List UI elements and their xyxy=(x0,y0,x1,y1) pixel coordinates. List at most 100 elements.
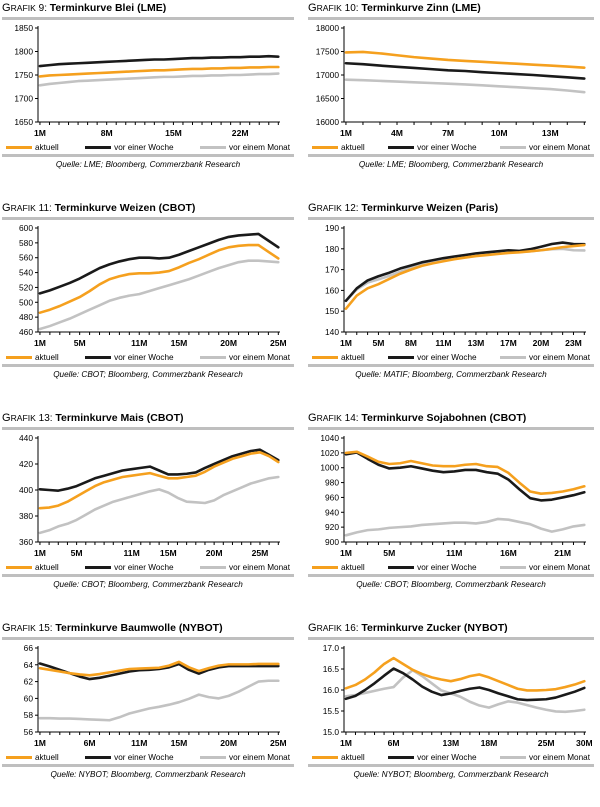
series-line-vor-einem-monat xyxy=(38,475,280,535)
series-line-vor-einem-monat xyxy=(344,78,586,94)
chart-legend-16: aktuell vor einer Woche vor einem Monat xyxy=(308,753,594,762)
chart-panel-16: GRAFIK 16: Terminkurve Zucker (NYBOT) 15.… xyxy=(300,620,600,807)
y-tick-label: 16000 xyxy=(316,117,340,127)
legend-swatch-icon xyxy=(85,756,112,759)
y-tick-label: 58 xyxy=(24,710,34,720)
legend-swatch-icon xyxy=(388,146,415,149)
y-tick-label: 17000 xyxy=(316,70,340,80)
legend-swatch-icon xyxy=(312,566,338,569)
chart-legend-11: aktuell vor einer Woche vor einem Monat xyxy=(2,353,294,362)
y-tick-label: 440 xyxy=(19,433,33,443)
legend-divider xyxy=(2,154,294,157)
legend-swatch-icon xyxy=(200,756,227,759)
chart-label-grafik: GRAFIK 10: xyxy=(308,2,362,14)
chart-legend-15: aktuell vor einer Woche vor einem Monat xyxy=(2,753,294,762)
chart-legend-12: aktuell vor einer Woche vor einem Monat xyxy=(308,353,594,362)
title-divider xyxy=(308,637,594,640)
legend-item-vor-einer-woche: vor einer Woche xyxy=(388,143,477,152)
x-tick-label: 16M xyxy=(500,548,517,558)
y-tick-label: 160 xyxy=(325,285,339,295)
x-tick-label: 15M xyxy=(171,738,188,748)
chart-source-12: Quelle: MATIF; Bloomberg, Commerzbank Re… xyxy=(355,370,547,379)
x-tick-label: 18M xyxy=(481,738,498,748)
legend-divider xyxy=(308,154,594,157)
legend-item-vor-einem-monat: vor einem Monat xyxy=(200,563,290,572)
x-tick-label: 5M xyxy=(74,338,86,348)
legend-swatch-icon xyxy=(6,356,32,359)
y-tick-label: 16.0 xyxy=(323,685,340,695)
x-tick-label: 1M xyxy=(340,738,352,748)
y-tick-label: 420 xyxy=(19,459,33,469)
y-tick-label: 180 xyxy=(325,244,339,254)
chart-source-14: Quelle: CBOT; Bloomberg, Commerzbank Res… xyxy=(356,580,546,589)
series-line-vor-einer-woche xyxy=(344,241,586,303)
legend-item-aktuell: aktuell xyxy=(312,353,365,362)
legend-label: aktuell xyxy=(341,563,365,572)
x-tick-label: 15M xyxy=(171,338,188,348)
x-tick-label: 20M xyxy=(206,548,223,558)
series-line-vor-einer-woche xyxy=(38,448,280,492)
legend-label: vor einem Monat xyxy=(229,353,290,362)
legend-divider xyxy=(308,764,594,767)
legend-item-aktuell: aktuell xyxy=(312,753,365,762)
legend-item-vor-einer-woche: vor einer Woche xyxy=(388,753,477,762)
chart-legend-10: aktuell vor einer Woche vor einem Monat xyxy=(308,143,594,152)
series-line-vor-einer-woche xyxy=(344,451,586,502)
x-tick-label: 21M xyxy=(554,548,571,558)
legend-swatch-icon xyxy=(388,566,415,569)
x-tick-label: 25M xyxy=(270,738,286,748)
chart-panel-15: GRAFIK 15: Terminkurve Baumwolle (NYBOT)… xyxy=(0,620,300,807)
chart-panel-9: GRAFIK 9: Terminkurve Blei (LME) 1650 1700… xyxy=(0,0,300,200)
plot-area-14: 900 920 940 960 980 1000 1020 1040 1M 5M 11M 16M 21M xyxy=(320,433,586,558)
y-tick-label: 400 xyxy=(19,485,33,495)
series-line-aktuell xyxy=(344,243,586,310)
chart-label-grafik: GRAFIK 12: xyxy=(308,202,362,214)
y-tick-label: 1000 xyxy=(320,463,339,473)
y-tick-label: 520 xyxy=(19,282,33,292)
y-tick-label: 600 xyxy=(19,223,33,233)
y-tick-label: 1800 xyxy=(14,47,33,57)
legend-swatch-icon xyxy=(312,756,338,759)
x-tick-label: 15M xyxy=(165,128,182,138)
plot-area-15: 56 58 60 62 64 66 1M 6M 11M 15M 20M 25M xyxy=(24,643,286,748)
title-divider xyxy=(308,217,594,220)
series-line-vor-einer-woche xyxy=(38,54,280,68)
legend-item-vor-einer-woche: vor einer Woche xyxy=(85,563,174,572)
legend-divider xyxy=(308,574,594,577)
x-tick-label: 1M xyxy=(34,738,46,748)
y-tick-label: 1750 xyxy=(14,70,33,80)
plot-area-11: 460 480 500 520 540 560 580 600 1M 5M 11M 15M 20M 25M xyxy=(19,223,286,348)
chart-title-10: GRAFIK 10: Terminkurve Zinn (LME) xyxy=(308,0,594,15)
chart-label-grafik: GRAFIK 16: xyxy=(308,622,362,634)
x-tick-label: 25M xyxy=(270,338,286,348)
legend-swatch-icon xyxy=(500,756,527,759)
series-line-vor-einer-woche xyxy=(38,232,280,295)
y-tick-label: 540 xyxy=(19,268,33,278)
x-tick-label: 13M xyxy=(542,128,559,138)
chart-title-text: Terminkurve Baumwolle (NYBOT) xyxy=(55,622,223,634)
legend-label: vor einer Woche xyxy=(417,563,477,572)
chart-source-9: Quelle: LME; Bloomberg, Commerzbank Rese… xyxy=(55,160,241,169)
x-tick-label: 23M xyxy=(565,338,582,348)
chart-legend-13: aktuell vor einer Woche vor einem Monat xyxy=(2,563,294,572)
x-tick-label: 7M xyxy=(442,128,454,138)
y-tick-label: 960 xyxy=(325,492,339,502)
legend-swatch-icon xyxy=(200,146,227,149)
chart-panel-11: GRAFIK 11: Terminkurve Weizen (CBOT) 460 4… xyxy=(0,200,300,410)
x-tick-label: 25M xyxy=(538,738,555,748)
y-tick-label: 1040 xyxy=(320,433,339,443)
legend-item-vor-einer-woche: vor einer Woche xyxy=(85,353,174,362)
x-tick-label: 11M xyxy=(131,738,147,748)
chart-label-grafik: GRAFIK 13: xyxy=(2,412,56,424)
y-tick-label: 500 xyxy=(19,297,33,307)
series-line-vor-einer-woche xyxy=(38,662,280,681)
y-tick-label: 140 xyxy=(325,327,339,337)
y-tick-label: 460 xyxy=(19,327,33,337)
legend-item-aktuell: aktuell xyxy=(6,563,59,572)
title-divider xyxy=(308,17,594,20)
series-line-vor-einem-monat xyxy=(38,679,280,722)
legend-label: vor einer Woche xyxy=(114,353,174,362)
y-tick-label: 66 xyxy=(24,643,34,653)
y-tick-label: 60 xyxy=(24,693,34,703)
